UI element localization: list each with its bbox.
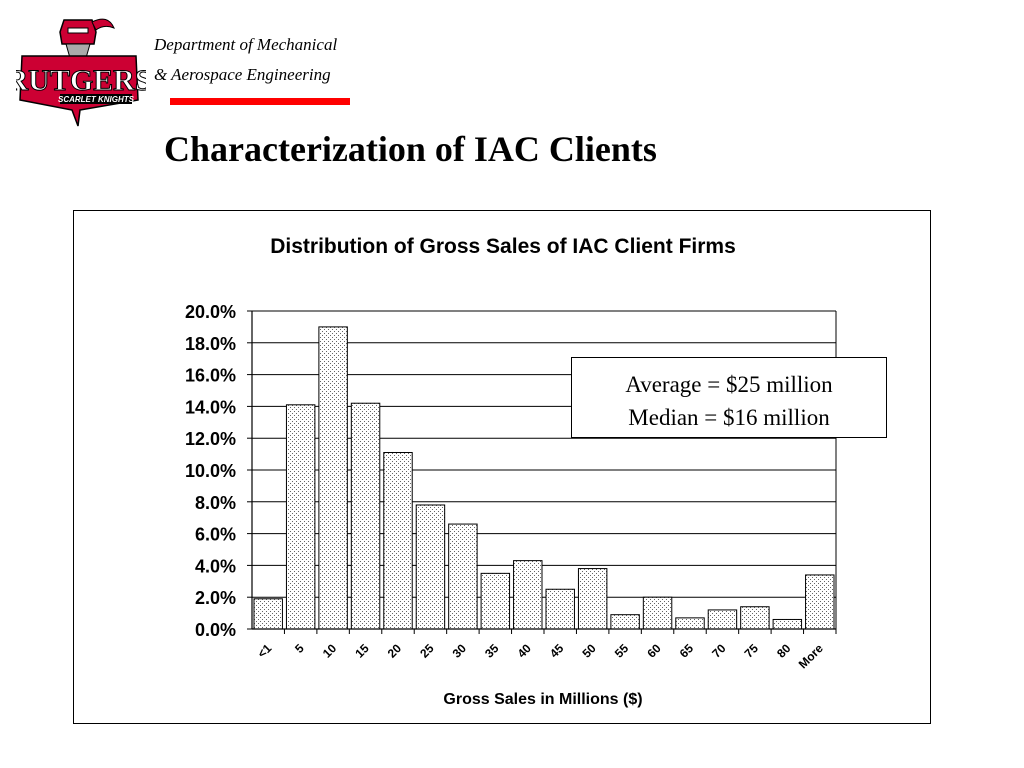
y-tick-label: 6.0%: [195, 525, 236, 545]
x-tick-label: 70: [709, 641, 729, 661]
rutgers-logo: RUTGERS SCARLET KNIGHTS: [6, 14, 152, 130]
y-tick-label: 18.0%: [185, 334, 236, 354]
x-tick-label: 60: [644, 641, 664, 661]
x-tick-label: 75: [742, 641, 762, 661]
x-tick-label: More: [796, 641, 826, 671]
accent-bar: [170, 98, 350, 105]
bar: [577, 568, 608, 630]
bar: [707, 609, 738, 630]
x-tick-label: 50: [579, 641, 599, 661]
x-tick-label: 40: [515, 641, 535, 661]
y-tick-label: 14.0%: [185, 397, 236, 417]
page-title: Characterization of IAC Clients: [164, 129, 657, 169]
dept-line-1: Department of Mechanical: [154, 35, 338, 54]
bar: [805, 574, 835, 630]
x-tick-label: 35: [482, 641, 502, 661]
y-tick-label: 4.0%: [195, 556, 236, 576]
x-tick-label: 65: [677, 641, 697, 661]
bar: [642, 596, 673, 630]
y-tick-label: 20.0%: [185, 302, 236, 322]
x-tick-label: 15: [352, 641, 372, 661]
chart-title: Distribution of Gross Sales of IAC Clien…: [270, 235, 736, 258]
bar: [448, 523, 478, 630]
histogram-chart: Distribution of Gross Sales of IAC Clien…: [185, 235, 837, 708]
median-stat: Median = $16 million: [628, 405, 830, 430]
x-tick-label: <1: [255, 641, 275, 661]
bar: [285, 404, 316, 630]
chart-frame: Distribution of Gross Sales of IAC Clien…: [73, 210, 931, 724]
x-tick-label: 5: [292, 641, 307, 656]
x-axis-title: Gross Sales in Millions ($): [443, 691, 642, 708]
svg-text:RUTGERS: RUTGERS: [16, 64, 146, 97]
bar: [740, 606, 770, 630]
x-tick-label: 10: [320, 641, 340, 661]
svg-text:SCARLET KNIGHTS: SCARLET KNIGHTS: [58, 95, 135, 104]
bar: [772, 618, 803, 630]
y-tick-label: 12.0%: [185, 429, 236, 449]
bar: [253, 598, 283, 630]
dept-line-2: & Aerospace Engineering: [154, 65, 331, 84]
x-tick-label: 45: [547, 641, 567, 661]
bar: [545, 588, 575, 630]
bar: [318, 326, 348, 630]
bar: [350, 402, 381, 630]
stats-annotation-box: Average = $25 million Median = $16 milli…: [571, 357, 887, 438]
y-tick-label: 10.0%: [185, 461, 236, 481]
bar: [610, 614, 640, 630]
bar: [480, 572, 511, 630]
bar: [513, 560, 543, 630]
bar: [675, 617, 705, 630]
bar: [415, 504, 446, 630]
x-tick-label: 25: [417, 641, 437, 661]
average-stat: Average = $25 million: [625, 372, 833, 397]
bar: [383, 452, 413, 630]
y-tick-label: 8.0%: [195, 493, 236, 513]
x-tick-label: 80: [774, 641, 794, 661]
y-tick-label: 16.0%: [185, 366, 236, 386]
x-tick-label: 30: [450, 641, 470, 661]
x-tick-label: 55: [612, 641, 632, 661]
x-tick-label: 20: [385, 641, 405, 661]
y-tick-label: 2.0%: [195, 588, 236, 608]
y-tick-label: 0.0%: [195, 620, 236, 640]
